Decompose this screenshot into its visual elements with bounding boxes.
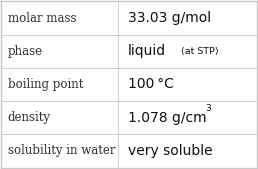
Text: density: density: [8, 111, 51, 124]
Text: (at STP): (at STP): [181, 47, 219, 56]
Text: 100 °C: 100 °C: [128, 78, 174, 91]
Text: phase: phase: [8, 45, 43, 58]
Text: boiling point: boiling point: [8, 78, 83, 91]
Text: solubility in water: solubility in water: [8, 144, 115, 158]
Text: very soluble: very soluble: [128, 144, 212, 158]
Text: liquid: liquid: [128, 44, 166, 58]
Text: 33.03 g/mol: 33.03 g/mol: [128, 11, 211, 25]
Text: 3: 3: [206, 104, 211, 113]
Text: molar mass: molar mass: [8, 11, 76, 25]
Text: 1.078 g/cm: 1.078 g/cm: [128, 111, 206, 125]
